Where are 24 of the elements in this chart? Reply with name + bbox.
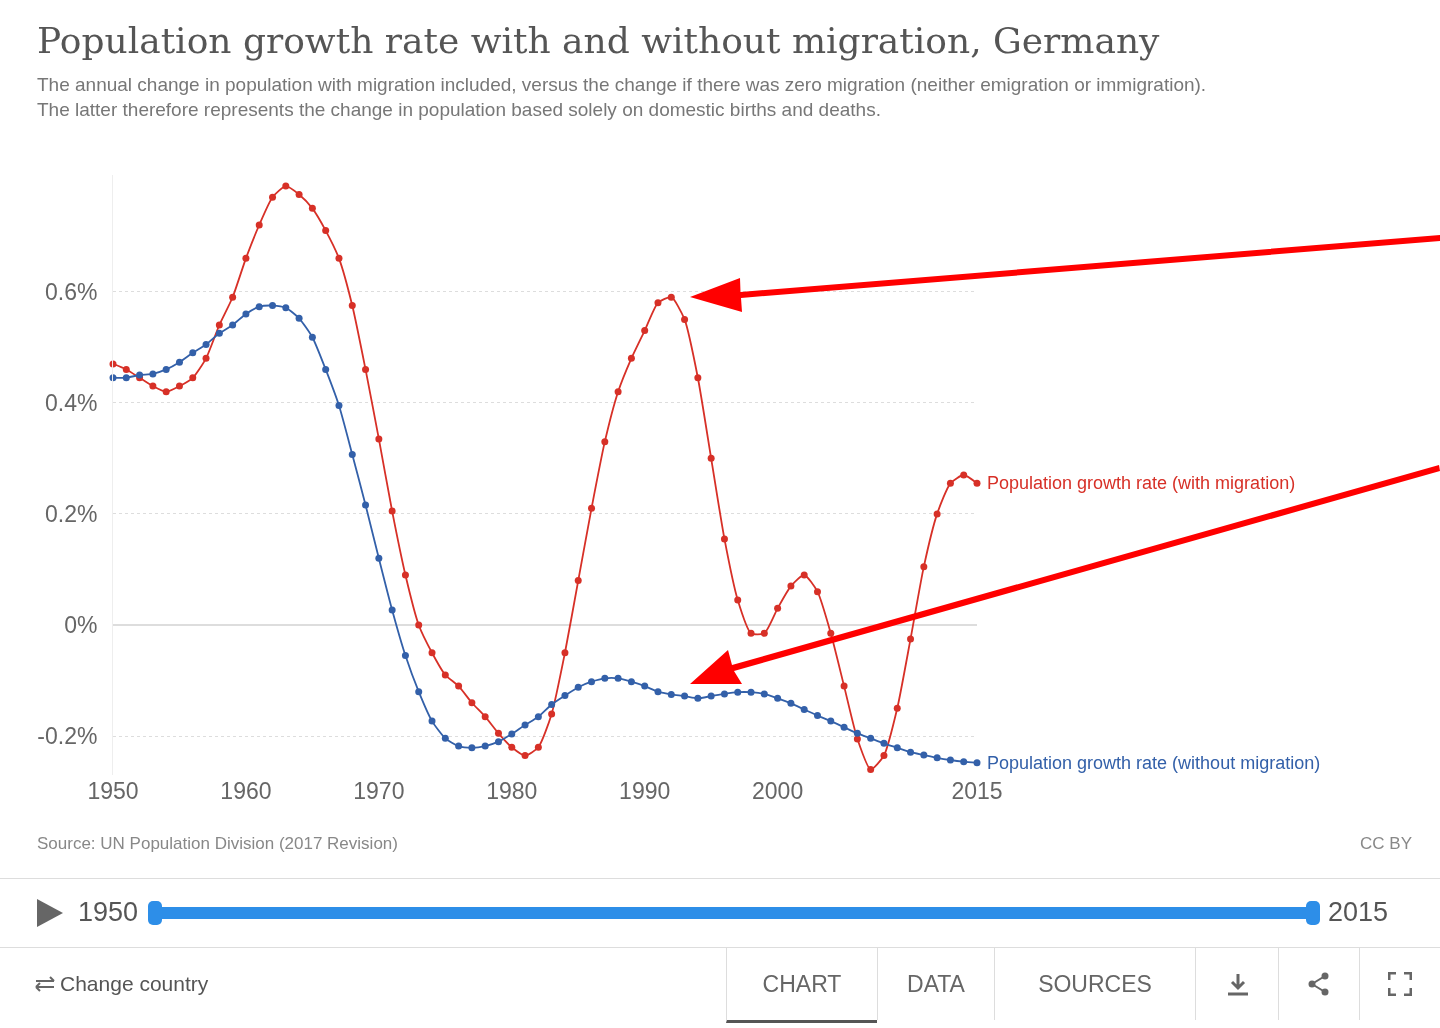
y-tick-label: -0.2% [37,723,98,750]
text: DATA [877,948,994,1020]
text: 1950 [78,897,139,928]
x-tick-label: 1970 [353,778,405,804]
y-tick-label: 0.4% [44,389,98,416]
source-note: Source: UN Population Division (2017 Revision) [37,834,398,854]
y-tick-label: 0% [64,612,98,639]
x-tick-label: 2000 [752,778,804,804]
x-tick-label: 1980 [486,778,538,804]
text: SOURCES [994,948,1195,1020]
x-tick-label: 1990 [619,778,671,804]
x-tick-label: 1950 [87,778,139,804]
series-label: Population growth rate (without migration) [987,753,1321,773]
text: 2015 [1328,897,1389,928]
x-tick-label: 1960 [220,778,272,804]
text: CHART [726,948,877,1023]
y-tick-label: 0.2% [44,500,98,527]
series-label: Population growth rate (with migration) [987,473,1296,493]
text: CC BY [1360,834,1412,854]
chart-subtitle: The annual change in population with migration included, versus the change if there was zero migration (neither emigration or immigration). The latter therefore represents the change in population based solely on domestic births and deaths. [37,73,1208,122]
text: Change country [60,972,209,996]
y-tick-label: 0.6% [44,278,98,305]
chart-title: Population growth rate with and without migration, Germany [37,20,1160,61]
x-tick-label: 2015 [951,778,1003,804]
